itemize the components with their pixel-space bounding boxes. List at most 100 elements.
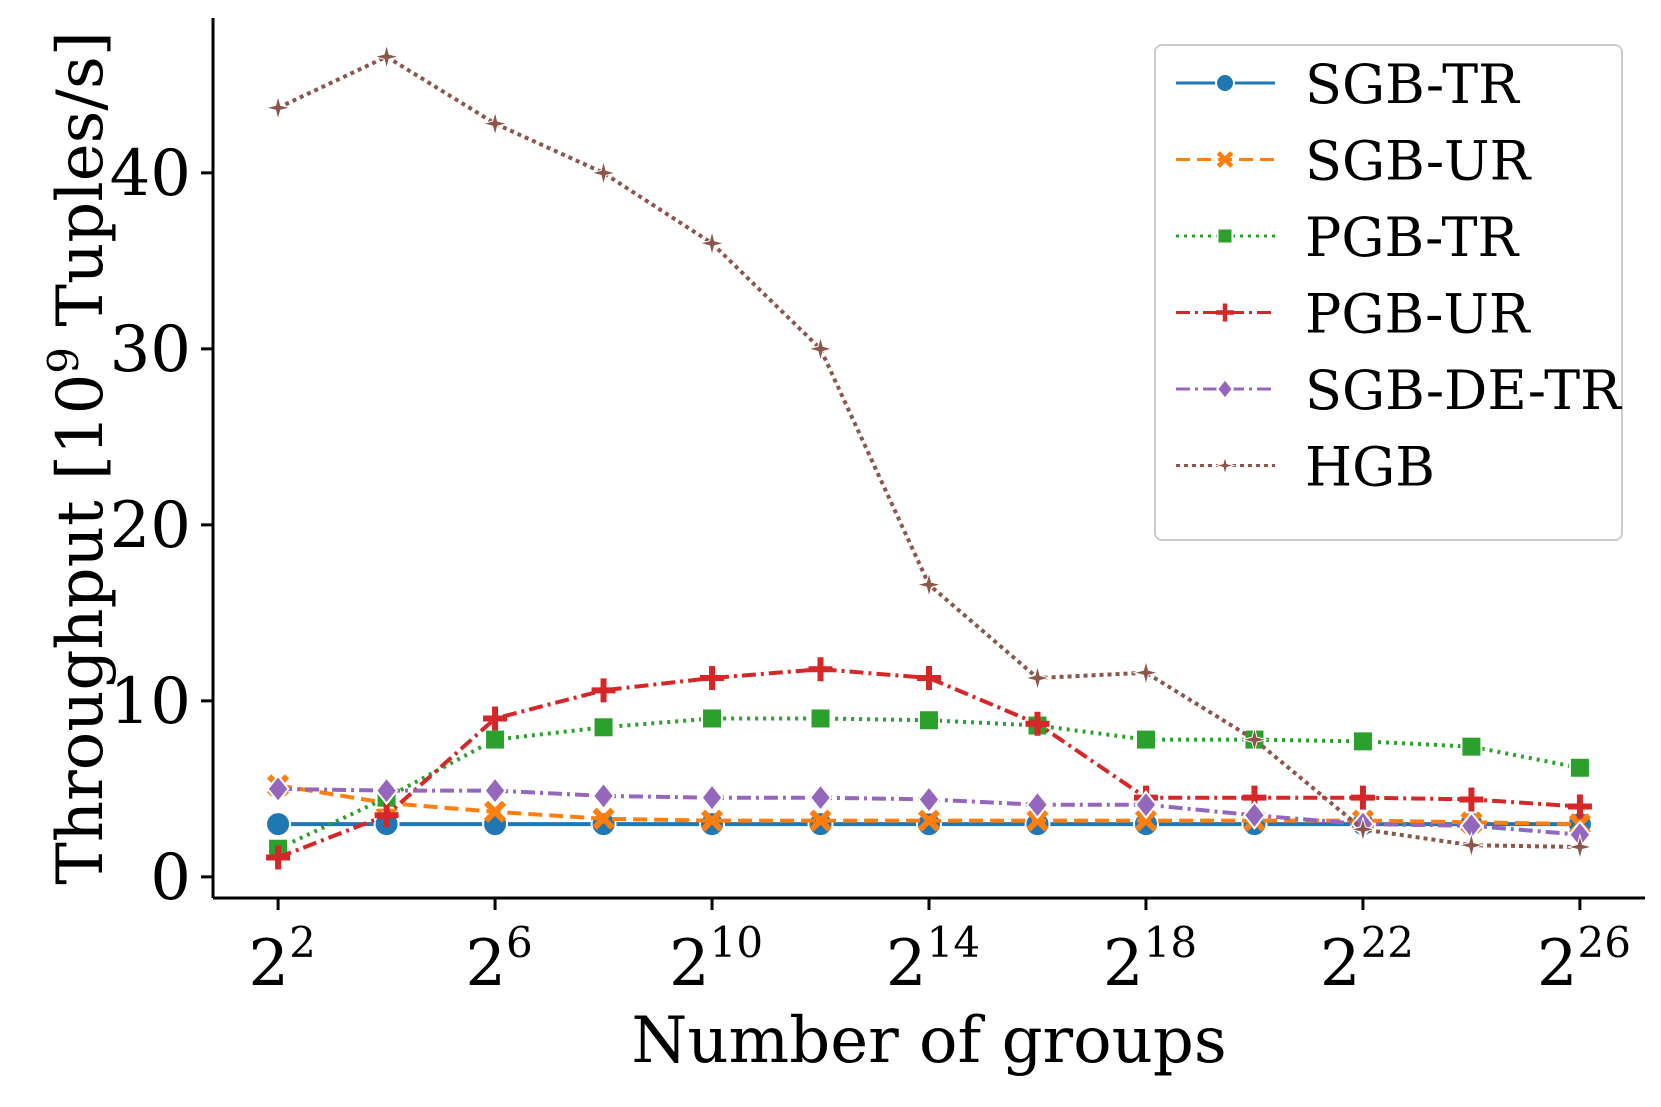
legend-box: [1154, 44, 1623, 541]
data-point: [700, 809, 724, 832]
data-point: [915, 570, 943, 599]
data-point: [806, 334, 835, 363]
legend-label: HGB: [1305, 436, 1435, 499]
data-point: [1026, 809, 1049, 832]
data-point: [1216, 303, 1234, 322]
series-layer: [265, 42, 1593, 870]
x-tick-label: 22: [248, 918, 315, 1001]
data-point: [1132, 660, 1160, 685]
series-pgb-ur: [266, 657, 1592, 870]
data-point: [1351, 730, 1374, 753]
data-point: [808, 783, 833, 813]
x-tick-exponent: 14: [927, 918, 980, 967]
series-pgb-tr: [267, 707, 1591, 860]
x-tick-base: 2: [886, 927, 927, 1001]
data-point: [592, 716, 615, 739]
y-tick-label: 30: [110, 313, 191, 387]
series-hgb: [265, 42, 1593, 861]
x-ticks: 22 26 210 214 218 222 226: [248, 898, 1631, 1001]
data-point: [808, 657, 833, 682]
data-point: [1134, 790, 1158, 820]
data-point: [372, 42, 401, 71]
data-point: [591, 678, 616, 703]
legend-label: PGB-TR: [1305, 206, 1519, 269]
data-point: [1568, 756, 1591, 779]
data-point: [917, 666, 941, 690]
x-tick-label: 26: [465, 918, 532, 1001]
x-tick-exponent: 2: [289, 918, 316, 967]
legend-entry: SGB-UR: [1176, 130, 1532, 193]
data-point: [809, 809, 832, 832]
data-point: [1567, 833, 1593, 861]
data-point: [1457, 831, 1486, 860]
x-tick-label: 226: [1537, 918, 1631, 1001]
data-point: [1025, 711, 1050, 736]
y-tick-label: 0: [150, 841, 191, 915]
data-point: [917, 809, 941, 832]
data-point: [1215, 73, 1235, 93]
data-point: [266, 845, 291, 870]
x-axis-label: Number of groups: [631, 1004, 1226, 1078]
data-point: [1460, 735, 1483, 758]
data-point: [481, 111, 510, 136]
data-point: [700, 666, 725, 690]
data-point: [1025, 790, 1050, 820]
data-point: [918, 709, 940, 732]
y-axis-label-exponent: 9: [39, 347, 88, 374]
data-point: [1023, 664, 1052, 692]
x-tick-label: 214: [886, 918, 980, 1001]
data-point: [266, 774, 290, 804]
data-point: [265, 93, 291, 122]
legend-label: SGB-DE-TR: [1305, 359, 1622, 422]
x-tick-label: 222: [1320, 918, 1414, 1001]
x-tick-base: 2: [1537, 927, 1578, 1001]
data-point: [917, 784, 941, 815]
legend-label: SGB-TR: [1305, 53, 1520, 116]
y-ticks: 0 10 20 30 40: [110, 137, 213, 915]
legend-entry: PGB-UR: [1176, 283, 1531, 346]
data-point: [698, 231, 726, 256]
y-axis-label: Throughput [109 Tuples/s]: [39, 31, 118, 885]
legend-entry: HGB: [1176, 436, 1435, 499]
x-tick-base: 2: [1320, 927, 1361, 1001]
data-point: [483, 800, 507, 823]
data-point: [591, 781, 616, 811]
data-point: [483, 706, 508, 731]
x-tick-label: 218: [1103, 918, 1197, 1001]
y-axis-label-suffix: Tuples/s]: [44, 31, 118, 347]
data-point: [592, 807, 615, 830]
data-point: [1215, 377, 1235, 401]
data-point: [1350, 785, 1375, 810]
series-sgb-de-tr: [266, 774, 1592, 850]
data-point: [374, 803, 399, 828]
x-tick-exponent: 26: [1578, 918, 1631, 967]
x-tick-exponent: 22: [1361, 918, 1414, 967]
data-point: [483, 776, 507, 806]
legend-label: SGB-UR: [1305, 130, 1532, 193]
legend-entry: PGB-TR: [1176, 206, 1519, 269]
legend: SGB-TR SGB-UR PGB-TR PGB-UR SGB-DE-TR HGB: [1154, 44, 1623, 541]
data-point: [1242, 800, 1267, 830]
legend-entry: SGB-TR: [1176, 53, 1520, 116]
data-point: [589, 160, 618, 186]
data-point: [809, 707, 832, 730]
y-tick-label: 40: [110, 137, 191, 211]
data-point: [1350, 817, 1376, 842]
data-point: [1240, 727, 1269, 752]
x-tick-exponent: 6: [506, 918, 533, 967]
data-point: [484, 728, 507, 751]
x-tick-exponent: 10: [710, 918, 763, 967]
data-point: [701, 707, 724, 730]
data-point: [265, 811, 292, 838]
data-point: [1216, 227, 1234, 245]
data-point: [1567, 794, 1592, 819]
legend-entry: SGB-DE-TR: [1176, 359, 1622, 422]
x-tick-base: 2: [1103, 927, 1144, 1001]
x-tick-base: 2: [248, 927, 289, 1001]
data-point: [374, 776, 399, 806]
legend-entries: SGB-TR SGB-UR PGB-TR PGB-UR SGB-DE-TR HGB: [1176, 53, 1622, 499]
data-point: [1459, 787, 1484, 812]
x-tick-base: 2: [669, 927, 710, 1001]
y-axis-label-prefix: Throughput [10: [44, 374, 118, 885]
